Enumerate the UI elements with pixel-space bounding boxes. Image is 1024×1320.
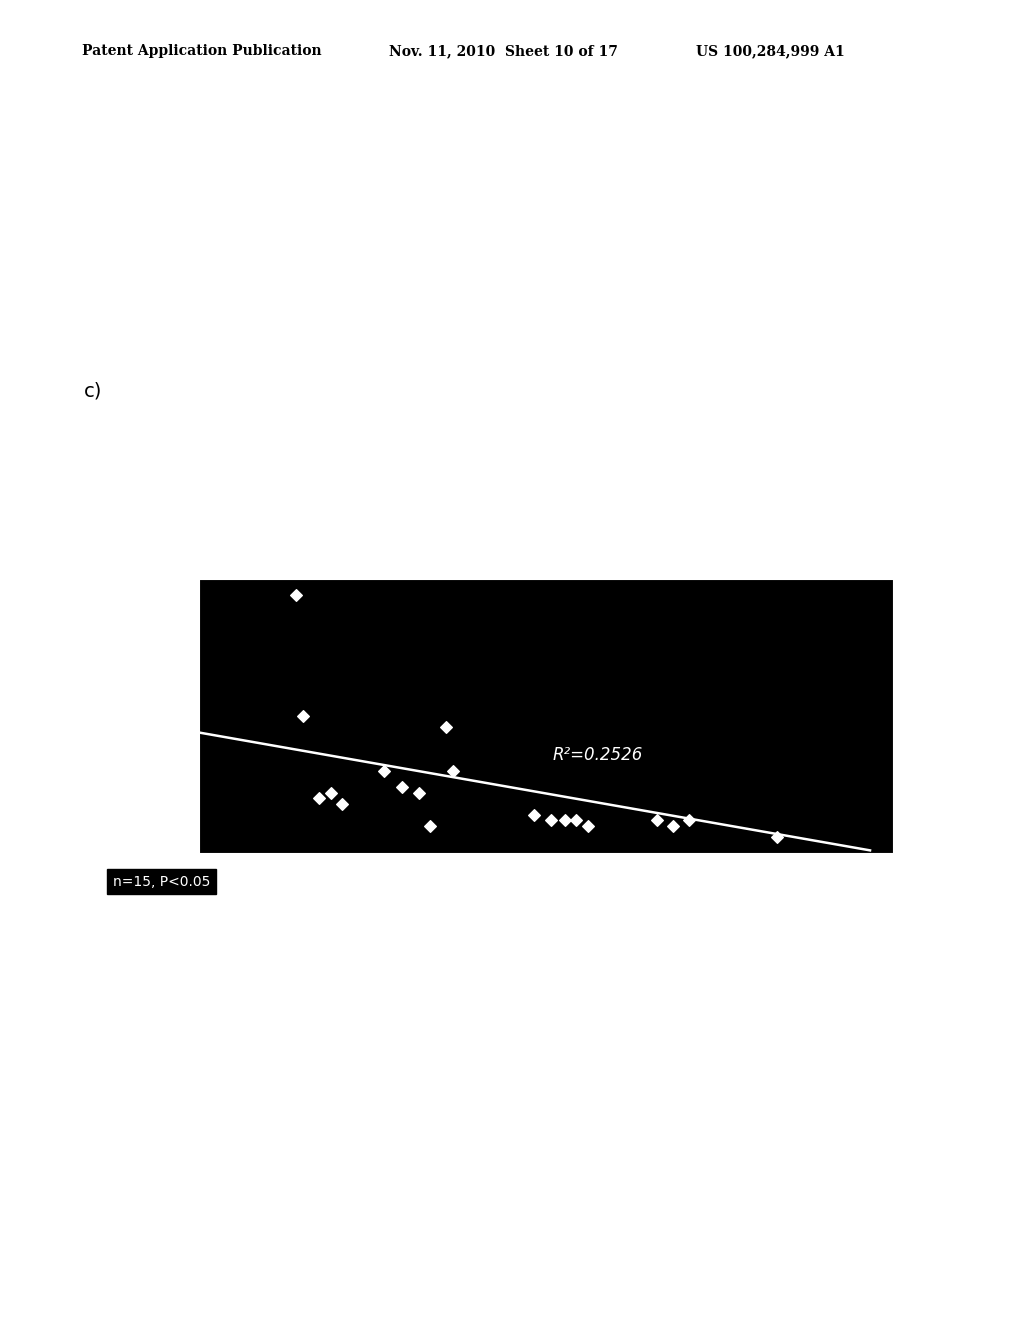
Point	[334, 793, 350, 814]
Text: R²=0.2526: R²=0.2526	[553, 746, 643, 764]
Point	[394, 776, 411, 797]
Point	[376, 760, 392, 781]
Point	[445, 760, 462, 781]
Text: c): c)	[84, 381, 102, 400]
Point	[295, 705, 311, 726]
Text: Nov. 11, 2010  Sheet 10 of 17: Nov. 11, 2010 Sheet 10 of 17	[389, 45, 618, 58]
Point	[580, 816, 596, 837]
Point	[288, 585, 304, 606]
Point	[556, 809, 572, 830]
Point	[438, 717, 455, 738]
Point	[526, 804, 543, 825]
Point	[323, 783, 339, 804]
Point	[411, 783, 427, 804]
Text: US 100,284,999 A1: US 100,284,999 A1	[696, 45, 845, 58]
Point	[666, 816, 682, 837]
Point	[568, 809, 585, 830]
Point	[422, 816, 438, 837]
Text: Patent Application Publication: Patent Application Publication	[82, 45, 322, 58]
Point	[311, 788, 328, 809]
Point	[769, 826, 785, 847]
Point	[543, 809, 559, 830]
Point	[649, 809, 666, 830]
Point	[681, 809, 697, 830]
X-axis label: Anti-CBir1 (μg/ml): Anti-CBir1 (μg/ml)	[471, 886, 621, 903]
Text: and magnitude of anti-CBir1 response in CD: and magnitude of anti-CBir1 response in …	[262, 499, 746, 519]
Text: n=15, P<0.05: n=15, P<0.05	[113, 875, 210, 888]
Y-axis label: (IL-6/β-actin)%: (IL-6/β-actin)%	[144, 655, 162, 777]
Text: Inverse correlation of IL-6 level: Inverse correlation of IL-6 level	[332, 433, 677, 451]
